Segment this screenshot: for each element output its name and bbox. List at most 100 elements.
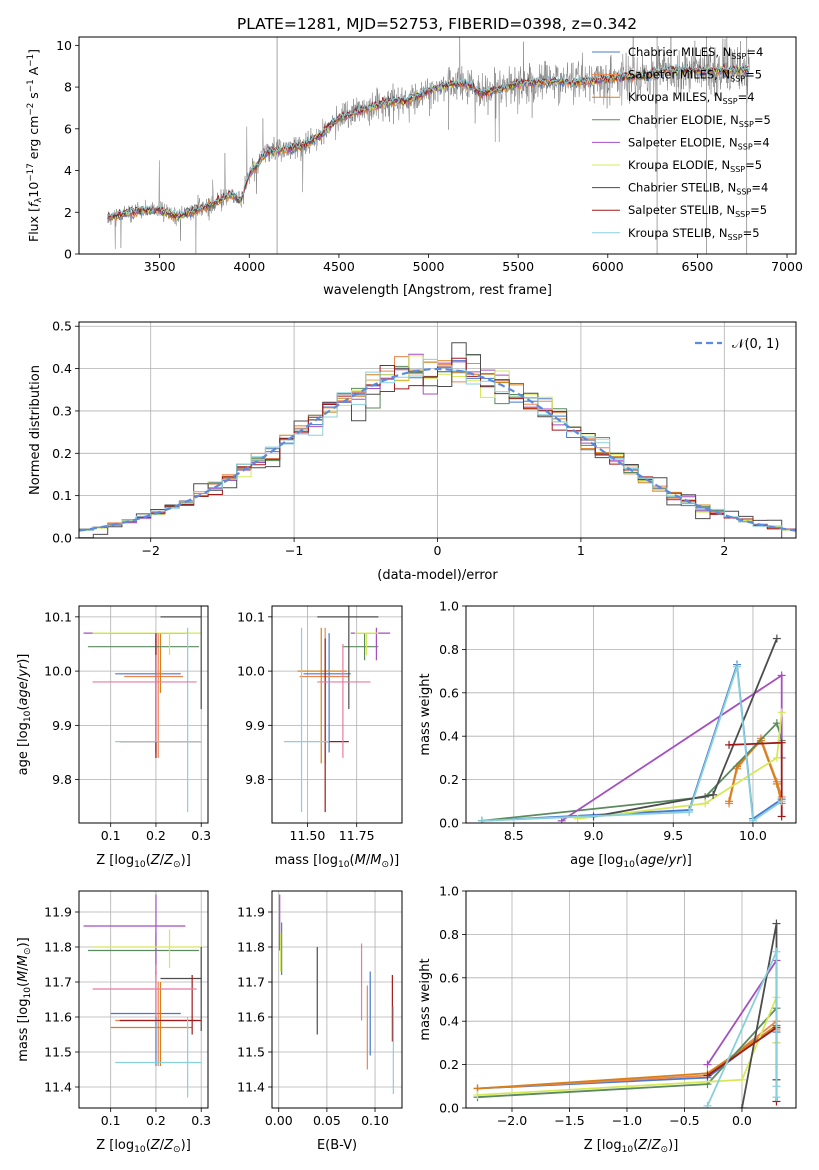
x-tick-label: 1 xyxy=(577,543,585,558)
y-tick-label: 0.6 xyxy=(439,685,459,700)
legend-entry: Kroupa STELIB, NSSP=5 xyxy=(628,226,760,242)
y-axis-label: mass [log10(M/M⊙)] xyxy=(16,937,33,1061)
x-tick-label: 0.2 xyxy=(146,828,166,843)
y-tick-label: 0.0 xyxy=(439,816,459,831)
y-tick-label: 10 xyxy=(56,38,72,53)
y-tick-label: 0.2 xyxy=(439,772,459,787)
x-tick-label: −0.5 xyxy=(669,1113,699,1128)
y-tick-label: 0.4 xyxy=(52,361,72,376)
legend-entry: Salpeter MILES, NSSP=5 xyxy=(628,68,762,84)
y-tick-label: 9.9 xyxy=(245,718,265,733)
axes-frame xyxy=(78,36,797,255)
gridlines xyxy=(79,606,208,823)
y-axis-label: age [log10(age/yr)] xyxy=(16,654,33,776)
y-tick-label: 0.8 xyxy=(439,927,459,942)
gridlines xyxy=(272,891,402,1108)
axes-frame xyxy=(271,605,403,824)
x-tick-label: 11.75 xyxy=(339,828,375,843)
x-tick-label: 2 xyxy=(720,543,728,558)
weight-line-4 xyxy=(561,673,783,822)
x-tick-label: −1.5 xyxy=(554,1113,584,1128)
axes-frame xyxy=(78,321,797,539)
y-tick-label: 9.8 xyxy=(245,772,265,787)
histograms xyxy=(79,342,796,538)
histogram-6 xyxy=(79,342,796,538)
x-tick-label: 9.5 xyxy=(663,828,683,843)
x-tick-label: 0.0 xyxy=(732,1113,752,1128)
y-tick-label: 11.5 xyxy=(237,1045,265,1060)
y-tick-label: 11.7 xyxy=(237,975,265,990)
axes-frame xyxy=(78,890,209,1109)
spectrum-lines xyxy=(107,37,750,254)
x-tick-label: −2.0 xyxy=(497,1113,527,1128)
y-tick-label: 4 xyxy=(64,163,72,178)
y-tick-label: 11.4 xyxy=(237,1080,265,1095)
y-tick-label: 11.8 xyxy=(44,940,72,955)
x-tick-label: −1.0 xyxy=(612,1113,642,1128)
x-axis-label: (data-model)/error xyxy=(377,568,498,583)
y-tick-label: 11.9 xyxy=(44,905,72,920)
error-bars xyxy=(83,606,202,813)
axes-frame xyxy=(465,605,797,824)
x-tick-label: 6500 xyxy=(682,259,714,274)
weight-line-5 xyxy=(577,712,783,820)
legend-entry: Salpeter ELODIE, NSSP=4 xyxy=(628,135,770,151)
weight-line-0 xyxy=(481,664,783,822)
x-tick-label: 11.50 xyxy=(290,828,326,843)
histogram-7 xyxy=(79,357,796,531)
legend-entry: Kroupa ELODIE, NSSP=5 xyxy=(628,158,762,174)
y-axis-label: Normed distribution xyxy=(28,365,43,495)
y-tick-label: 10.0 xyxy=(237,664,265,679)
axes-frame xyxy=(271,890,403,1109)
weight-lines xyxy=(477,634,786,823)
x-axis-label: mass [log10(M/M⊙)] xyxy=(275,853,399,870)
x-tick-label: 0.1 xyxy=(101,1113,121,1128)
histogram-8 xyxy=(79,358,796,531)
x-tick-label: 3500 xyxy=(144,259,176,274)
x-axis-label: Z [log10(Z/Z⊙)] xyxy=(96,853,191,870)
x-tick-label: 0.1 xyxy=(101,828,121,843)
gaussian-curve xyxy=(79,367,796,532)
x-axis-label: Z [log10(Z/Z⊙)] xyxy=(584,1138,679,1155)
page-title: PLATE=1281, MJD=52753, FIBERID=0398, z=0… xyxy=(237,15,637,33)
x-axis-label: Z [log10(Z/Z⊙)] xyxy=(96,1138,191,1155)
weight-vs-age-panel: 8.5 9.0 9.5 10.0 0.0 0.2 0.4 0.6 0.8 1.0 mass weig… xyxy=(418,599,797,870)
y-tick-label: 0.3 xyxy=(52,403,72,418)
x-tick-label: 10.0 xyxy=(739,828,767,843)
y-tick-label: 11.5 xyxy=(44,1045,72,1060)
legend-entry: Chabrier ELODIE, NSSP=5 xyxy=(628,113,771,129)
x-tick-label: 5500 xyxy=(502,259,534,274)
x-tick-label: 4000 xyxy=(233,259,265,274)
y-tick-label: 1.0 xyxy=(439,599,459,614)
y-tick-label: 11.8 xyxy=(237,940,265,955)
y-tick-label: 11.4 xyxy=(44,1080,72,1095)
axes-frame xyxy=(78,605,209,824)
weight-vs-metallicity-panel: −2.0 −1.5 −1.0 −0.5 0.0 0.0 0.2 0.4 0.6 0.8 1.0 mas… xyxy=(418,884,797,1155)
x-tick-label: 0.05 xyxy=(313,1113,341,1128)
x-tick-label: 0.10 xyxy=(361,1113,389,1128)
y-axis-label: mass weight xyxy=(418,958,433,1040)
x-tick-label: 0.2 xyxy=(146,1113,166,1128)
age-vs-mass-panel: 11.50 11.75 9.8 9.9 10.0 10.1 mass [log10(M/M⊙… xyxy=(237,605,403,870)
x-axis-label: E(B-V) xyxy=(317,1138,357,1153)
mass-vs-ebv-panel: 0.00 0.05 0.10 11.4 11.5 11.6 11.7 11.8 11.9 E(B-… xyxy=(237,890,403,1153)
error-bars xyxy=(279,894,394,1094)
y-tick-label: 0.5 xyxy=(52,319,72,334)
y-tick-label: 6 xyxy=(64,121,72,136)
gridlines xyxy=(79,891,208,1108)
y-tick-label: 0.2 xyxy=(439,1057,459,1072)
y-tick-label: 9.9 xyxy=(52,718,72,733)
y-tick-label: 1.0 xyxy=(439,884,459,899)
y-tick-label: 2 xyxy=(64,205,72,220)
y-tick-label: 10.1 xyxy=(44,609,72,624)
axes-frame xyxy=(465,890,797,1109)
y-tick-label: 0.8 xyxy=(439,642,459,657)
y-tick-label: 11.6 xyxy=(237,1010,265,1025)
y-tick-label: 0.0 xyxy=(439,1101,459,1116)
error-bars xyxy=(83,894,202,1098)
y-tick-label: 0.2 xyxy=(52,446,72,461)
age-vs-metallicity-panel: 0.1 0.2 0.3 9.8 9.9 10.0 10.1 Z [log10(Z/Z⊙)] ag… xyxy=(16,605,211,870)
y-tick-label: 0 xyxy=(64,247,72,262)
y-tick-label: 0.6 xyxy=(439,970,459,985)
